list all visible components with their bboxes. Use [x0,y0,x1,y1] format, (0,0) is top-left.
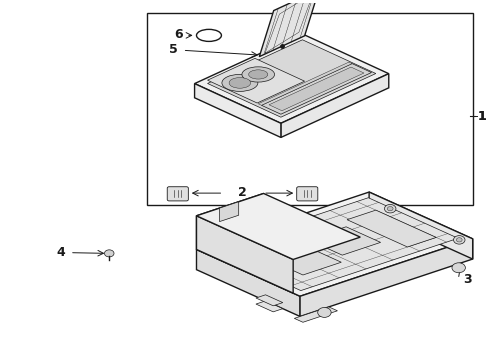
Polygon shape [269,247,342,275]
Polygon shape [196,192,473,296]
Polygon shape [281,74,389,138]
FancyBboxPatch shape [297,187,318,201]
Polygon shape [262,64,371,114]
Polygon shape [195,34,389,123]
Polygon shape [369,192,473,259]
Polygon shape [208,40,376,117]
Polygon shape [208,58,305,103]
Ellipse shape [248,70,268,79]
Polygon shape [196,193,264,249]
Polygon shape [256,295,283,306]
Polygon shape [308,227,381,255]
Circle shape [104,250,114,257]
Bar [147,13,473,205]
Polygon shape [294,307,338,322]
Text: 1: 1 [477,110,486,123]
Circle shape [454,235,465,244]
Circle shape [385,204,396,213]
Polygon shape [195,84,281,138]
Text: 5: 5 [169,43,178,56]
Text: 2: 2 [238,185,247,199]
Polygon shape [347,210,436,247]
Polygon shape [258,62,352,105]
Polygon shape [256,301,283,312]
Polygon shape [196,249,300,316]
Circle shape [318,307,331,318]
Polygon shape [300,239,473,316]
Polygon shape [196,216,293,293]
Polygon shape [220,202,239,222]
Text: 6: 6 [174,28,183,41]
Circle shape [452,263,466,273]
Ellipse shape [222,75,258,91]
Circle shape [387,207,393,211]
Polygon shape [196,193,360,260]
Circle shape [456,238,462,242]
Polygon shape [211,198,458,291]
Text: 4: 4 [56,246,65,259]
Polygon shape [259,0,319,57]
Polygon shape [269,67,364,111]
Ellipse shape [242,67,274,82]
Ellipse shape [229,77,251,88]
Text: 3: 3 [463,273,472,286]
Text: 1: 1 [477,110,486,123]
FancyBboxPatch shape [167,187,188,201]
